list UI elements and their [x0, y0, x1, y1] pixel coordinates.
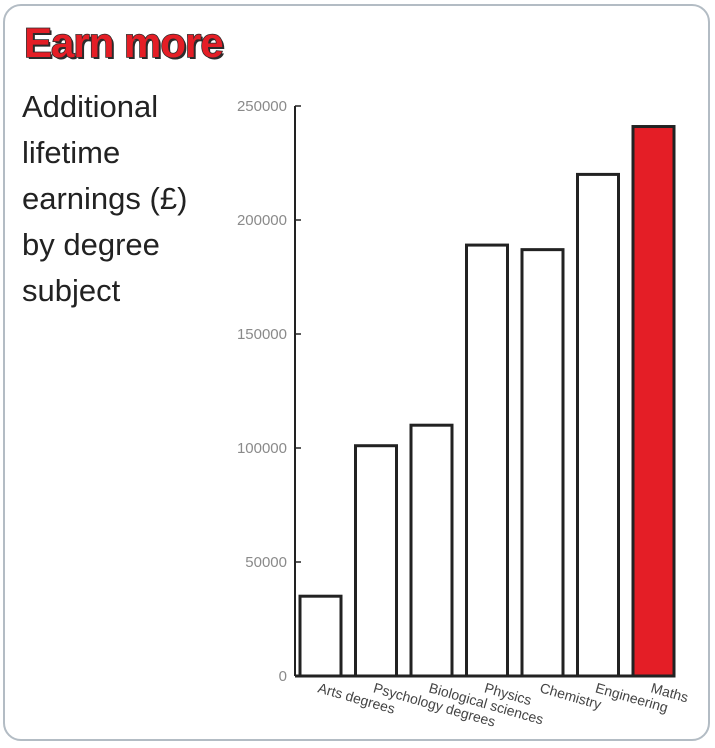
headline: Earn more — [23, 19, 224, 66]
bar — [520, 248, 565, 678]
bar — [298, 594, 343, 678]
bar — [576, 172, 620, 678]
y-tick-label: 200000 — [237, 212, 287, 229]
y-tick-label: 100000 — [237, 440, 287, 457]
subtitle-line: by degree — [22, 227, 160, 262]
bar — [631, 125, 676, 678]
chart-subtitle: Additional lifetime earnings (£) by degr… — [22, 84, 222, 314]
y-tick-label: 250000 — [237, 98, 287, 115]
subtitle-line: earnings (£) — [22, 181, 188, 216]
y-tick-label: 0 — [279, 668, 287, 685]
subtitle-line: lifetime — [22, 135, 121, 170]
bar — [465, 243, 509, 678]
x-tick-label: Chemistry — [538, 680, 603, 713]
bar — [354, 444, 398, 678]
y-tick-label: 150000 — [237, 326, 287, 343]
subtitle-line: Additional — [22, 89, 159, 124]
subtitle-line: subject — [22, 273, 121, 308]
bar — [409, 423, 454, 678]
y-tick-label: 50000 — [245, 554, 287, 571]
